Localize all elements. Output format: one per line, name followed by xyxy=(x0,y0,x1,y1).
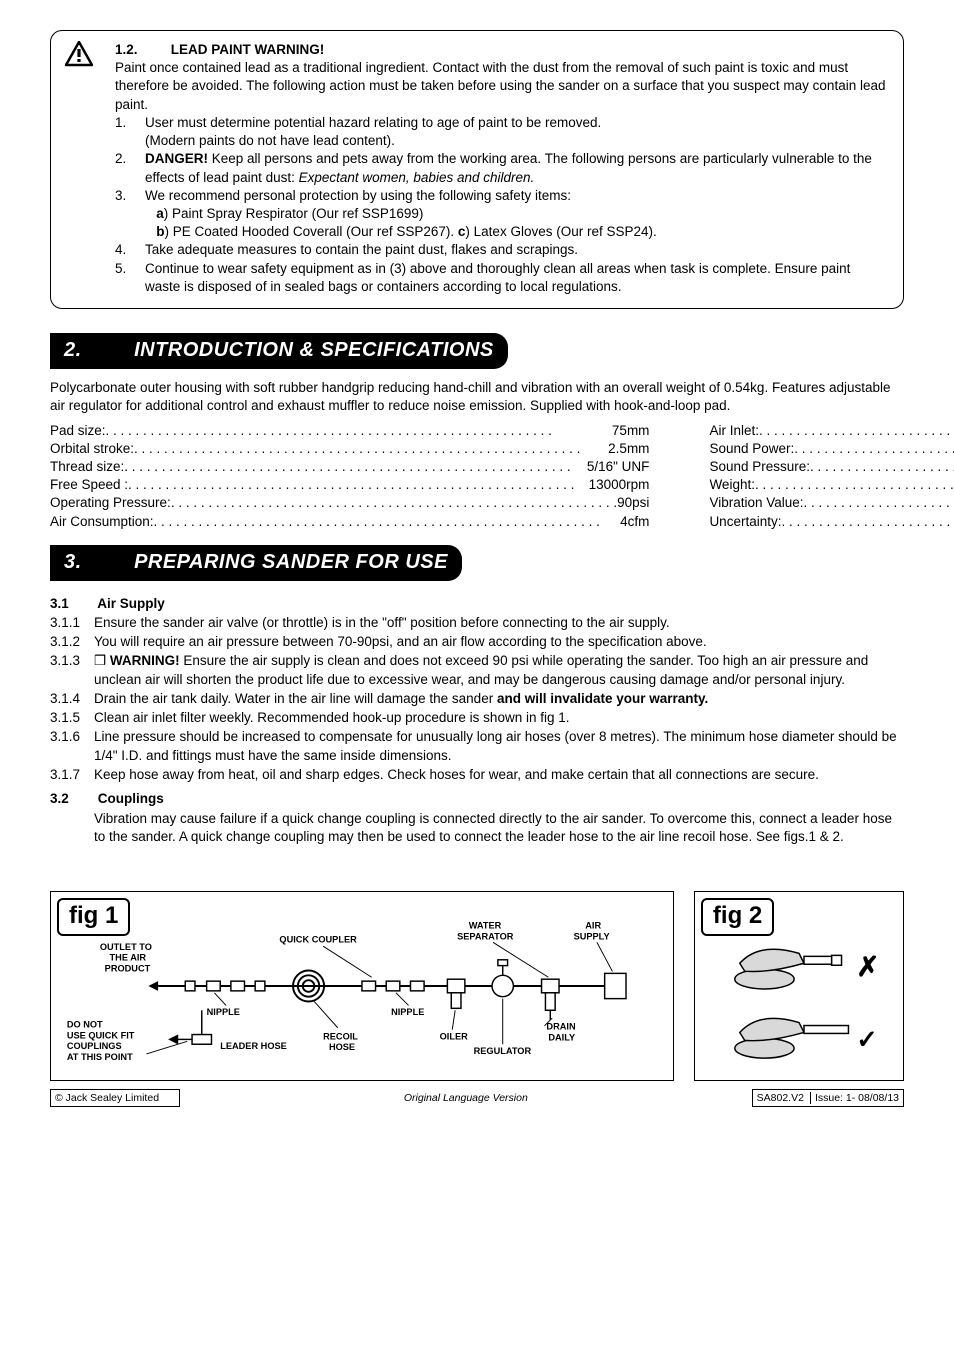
spec-row: Vibration Value: 5.24m/s² xyxy=(709,494,954,512)
list-item: 3.1.5Clean air inlet filter weekly. Reco… xyxy=(50,709,904,727)
section-3-title: 3. PREPARING SANDER FOR USE xyxy=(50,545,462,581)
spec-row: Orbital stroke: 2.5mm xyxy=(50,440,649,458)
footer-right: SA802.V2Issue: 1- 08/08/13 xyxy=(752,1089,904,1107)
subsection-3-2-body: Vibration may cause failure if a quick c… xyxy=(94,810,904,846)
svg-text:RECOIL: RECOIL xyxy=(323,1031,358,1041)
spec-row: Operating Pressure: 90psi xyxy=(50,494,649,512)
warning-item-4: 4. Take adequate measures to contain the… xyxy=(115,241,889,259)
figure-2-label: fig 2 xyxy=(701,898,774,936)
svg-text:LEADER HOSE: LEADER HOSE xyxy=(220,1041,287,1051)
list-item: 3.1.4Drain the air tank daily. Water in … xyxy=(50,690,904,708)
svg-text:SUPPLY: SUPPLY xyxy=(574,931,610,941)
svg-text:AT THIS POINT: AT THIS POINT xyxy=(67,1051,133,1061)
figure-1-label: fig 1 xyxy=(57,898,130,936)
svg-text:HOSE: HOSE xyxy=(329,1042,355,1052)
svg-text:WATER: WATER xyxy=(469,920,502,930)
svg-text:OUTLET TO: OUTLET TO xyxy=(100,942,152,952)
spec-row: Air Consumption: 4cfm xyxy=(50,513,649,531)
spec-row: Uncertainty: 1.01m/s² xyxy=(709,513,954,531)
spec-col-right: Air Inlet: 1/4"BSPSound Power:100.3dB.AS… xyxy=(709,422,954,531)
spec-row: Free Speed :13000rpm xyxy=(50,476,649,494)
svg-text:OILER: OILER xyxy=(440,1031,469,1041)
figures-row: fig 1 xyxy=(50,891,904,1081)
svg-text:PRODUCT: PRODUCT xyxy=(105,963,151,973)
footer-copyright: © Jack Sealey Limited xyxy=(50,1089,180,1107)
svg-text:SEPARATOR: SEPARATOR xyxy=(457,931,514,941)
svg-text:QUICK COUPLER: QUICK COUPLER xyxy=(279,934,357,944)
spec-row: Air Inlet: 1/4"BSP xyxy=(709,422,954,440)
subsection-3-2-header: 3.2 Couplings xyxy=(50,790,904,808)
spec-row: Thread size:5/16" UNF xyxy=(50,458,649,476)
svg-text:REGULATOR: REGULATOR xyxy=(474,1046,532,1056)
warning-item-3: 3. We recommend personal protection by u… xyxy=(115,187,889,242)
svg-text:DRAIN: DRAIN xyxy=(546,1021,576,1031)
svg-text:NIPPLE: NIPPLE xyxy=(207,1007,240,1017)
page-footer: © Jack Sealey Limited Original Language … xyxy=(50,1089,904,1107)
warning-section-number: 1.2. xyxy=(115,41,167,59)
warning-list: 1. User must determine potential hazard … xyxy=(115,114,889,296)
list-item: 3.1.6Line pressure should be increased t… xyxy=(50,728,904,764)
spec-row: Sound Pressure:89.3dB.A xyxy=(709,458,954,476)
specifications-table: Pad size:75mmOrbital stroke: 2.5mmThread… xyxy=(50,422,904,531)
svg-text:DO NOT: DO NOT xyxy=(67,1019,103,1029)
figure-2: fig 2 ✗ ✓ xyxy=(694,891,904,1081)
svg-text:COUPLINGS: COUPLINGS xyxy=(67,1041,122,1051)
warning-triangle-icon xyxy=(65,41,93,72)
list-item: 3.1.2You will require an air pressure be… xyxy=(50,633,904,651)
figure-1: fig 1 xyxy=(50,891,674,1081)
list-item: 3.1.3❒ WARNING! Ensure the air supply is… xyxy=(50,652,904,688)
spec-row: Sound Power:100.3dB.A xyxy=(709,440,954,458)
figure-1-diagram: OUTLET TO THE AIR PRODUCT QUICK COUPLER … xyxy=(61,902,663,1070)
subsection-3-1-list: 3.1.1Ensure the sander air valve (or thr… xyxy=(50,614,904,784)
svg-text:AIR: AIR xyxy=(585,920,601,930)
warning-item-1: 1. User must determine potential hazard … xyxy=(115,114,889,150)
svg-text:THE AIR: THE AIR xyxy=(110,952,147,962)
svg-text:✓: ✓ xyxy=(856,1026,878,1054)
section-2-title: 2. INTRODUCTION & SPECIFICATIONS xyxy=(50,333,508,369)
warning-title: LEAD PAINT WARNING! xyxy=(171,42,325,57)
warning-header: 1.2. LEAD PAINT WARNING! xyxy=(115,41,889,59)
spec-row: Pad size:75mm xyxy=(50,422,649,440)
spec-col-left: Pad size:75mmOrbital stroke: 2.5mmThread… xyxy=(50,422,649,531)
warning-item-5: 5. Continue to wear safety equipment as … xyxy=(115,260,889,296)
svg-text:USE QUICK FIT: USE QUICK FIT xyxy=(67,1030,135,1040)
list-item: 3.1.7Keep hose away from heat, oil and s… xyxy=(50,766,904,784)
subsection-3-1-header: 3.1 Air Supply xyxy=(50,595,904,613)
footer-center: Original Language Version xyxy=(404,1091,528,1105)
warning-item-2: 2. DANGER! Keep all persons and pets awa… xyxy=(115,150,889,186)
lead-paint-warning-box: 1.2. LEAD PAINT WARNING! Paint once cont… xyxy=(50,30,904,309)
svg-text:✗: ✗ xyxy=(856,951,879,982)
section-2-intro: Polycarbonate outer housing with soft ru… xyxy=(50,379,904,415)
list-item: 3.1.1Ensure the sander air valve (or thr… xyxy=(50,614,904,632)
svg-text:NIPPLE: NIPPLE xyxy=(391,1007,424,1017)
svg-text:DAILY: DAILY xyxy=(548,1032,575,1042)
warning-body-text: Paint once contained lead as a tradition… xyxy=(115,59,889,114)
spec-row: Weight:0.54kg xyxy=(709,476,954,494)
